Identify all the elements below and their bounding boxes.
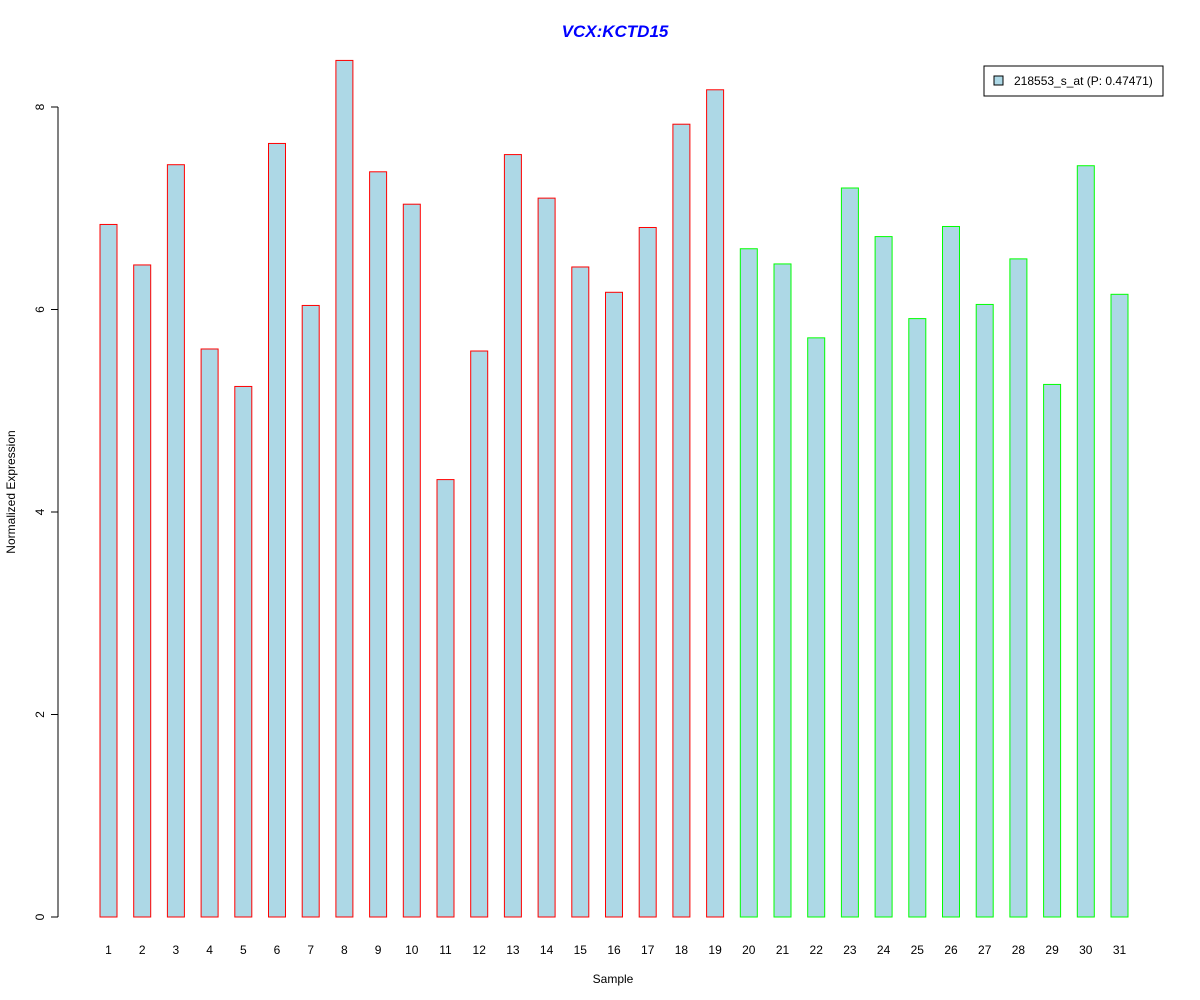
bar [402, 203, 421, 918]
x-tick-label: 11 [439, 943, 452, 957]
bar [1043, 383, 1062, 918]
bar [773, 263, 792, 918]
bar [166, 164, 185, 918]
x-tick-label: 9 [375, 943, 382, 957]
x-tick-label: 12 [473, 943, 487, 957]
legend-label: 218553_s_at (P: 0.47471) [1014, 74, 1153, 88]
y-tick-label: 0 [33, 913, 47, 920]
bar [537, 197, 556, 918]
x-tick-label: 19 [708, 943, 722, 957]
x-tick-label: 16 [607, 943, 621, 957]
x-tick-label: 7 [307, 943, 314, 957]
x-tick-label: 15 [574, 943, 588, 957]
x-tick-label: 13 [506, 943, 520, 957]
bar [1110, 293, 1129, 918]
y-tick-label: 4 [33, 508, 47, 515]
bar [301, 304, 320, 918]
x-tick-label: 29 [1045, 943, 1059, 957]
x-tick-label: 22 [810, 943, 824, 957]
legend-swatch [993, 75, 1004, 86]
legend-box [983, 65, 1164, 97]
bar [268, 142, 286, 918]
x-tick-label: 2 [139, 943, 146, 957]
bar [1009, 258, 1028, 918]
bar [369, 171, 388, 918]
x-tick-label: 1 [105, 943, 112, 957]
bar [874, 236, 893, 918]
x-tick-label: 25 [911, 943, 925, 957]
x-tick-label: 21 [776, 943, 790, 957]
chart-title: VCX:KCTD15 [562, 22, 669, 41]
bar [706, 89, 725, 918]
x-tick-labels: 1 2 3 4 5 6 7 8 9 10 11 12 13 14 15 16 17 18 19 20 21 22 23 24 2… [105, 943, 1126, 957]
x-tick-label: 18 [675, 943, 689, 957]
bar [335, 59, 354, 918]
x-tick-label: 28 [1012, 943, 1026, 957]
bar [739, 248, 758, 918]
bars [99, 59, 1129, 918]
y-tick-label: 6 [33, 306, 47, 313]
bar [470, 350, 489, 918]
x-tick-label: 27 [978, 943, 992, 957]
x-tick-label: 10 [405, 943, 419, 957]
bar [200, 348, 219, 918]
bar [133, 264, 152, 918]
y-tick-label: 8 [33, 103, 47, 110]
x-tick-label: 8 [341, 943, 348, 957]
x-tick-label: 20 [742, 943, 756, 957]
x-tick-label: 24 [877, 943, 891, 957]
bar [571, 266, 590, 918]
bar [503, 154, 522, 918]
bar [908, 318, 927, 918]
bar [234, 385, 253, 918]
y-axis-label: Normalized Expression [4, 430, 18, 553]
bar [807, 337, 826, 918]
x-tick-label: 17 [641, 943, 655, 957]
x-tick-label: 5 [240, 943, 247, 957]
bar [672, 123, 691, 918]
bar [638, 226, 657, 918]
y-tick-label: 2 [33, 711, 47, 718]
bar [99, 223, 118, 918]
axes: 0 2 4 6 8 [33, 103, 59, 920]
bar [942, 225, 960, 918]
bar [605, 291, 623, 918]
bar [436, 479, 455, 918]
x-tick-label: 30 [1079, 943, 1093, 957]
x-tick-label: 3 [173, 943, 180, 957]
x-axis-label: Sample [593, 972, 634, 986]
x-tick-label: 23 [843, 943, 857, 957]
bar [975, 303, 994, 918]
x-tick-label: 14 [540, 943, 554, 957]
x-tick-label: 6 [274, 943, 281, 957]
legend: 218553_s_at (P: 0.47471) [983, 65, 1164, 97]
bar [840, 187, 859, 918]
x-tick-label: 31 [1113, 943, 1127, 957]
x-tick-label: 4 [206, 943, 213, 957]
bar [1076, 165, 1095, 918]
x-tick-label: 26 [944, 943, 958, 957]
